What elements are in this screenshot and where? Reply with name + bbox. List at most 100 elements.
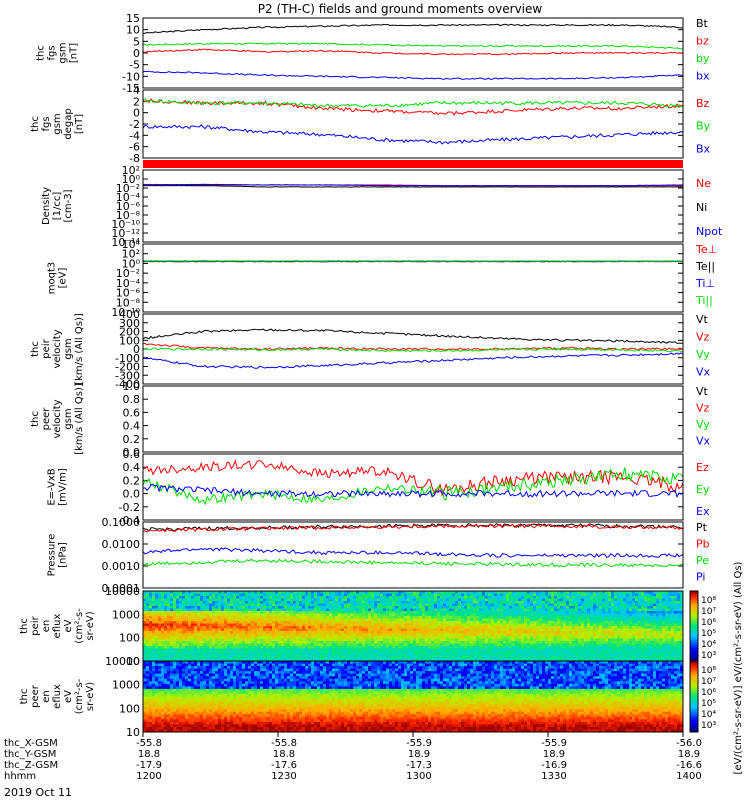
spectrogram-cell [584,611,588,614]
spectrogram-cell [188,653,192,657]
spectrogram-cell [383,643,387,647]
spectrogram-cell [185,641,189,644]
spectrogram-cell [614,598,618,602]
spectrogram-cell [347,618,351,622]
spectrogram-cell [182,651,186,654]
spectrogram-cell [374,658,378,662]
spectrogram-cell [170,621,174,624]
spectrogram-cell [494,636,498,639]
spectrogram-cell [371,628,375,632]
y-axis-label-line: [nT] [69,43,80,63]
spectrogram-cell [236,606,240,609]
spectrogram-cell [176,601,180,604]
spectrogram-cell [287,613,291,617]
spectrogram-cell [602,598,606,602]
spectrogram-cell [185,651,189,654]
spectrogram-cell [332,658,336,662]
spectrogram-cell [401,641,405,644]
spectrogram-cell [221,606,225,609]
spectrogram-cell [158,591,162,594]
spectrogram-cell [638,613,642,617]
spectrogram-cell [521,646,525,649]
spectrogram-cell [509,653,513,657]
spectrogram-cell [314,616,318,619]
spectrogram-cell [143,656,147,659]
spectrogram-cell [443,623,447,627]
spectrogram-cell [449,611,453,614]
spectrogram-cell [464,603,468,607]
spectrogram-cell [332,591,336,594]
series-line-pe [142,558,684,568]
spectrogram-cell [527,596,531,599]
spectrogram-cell [263,643,267,647]
spectrogram-cell [374,628,378,632]
spectrogram-cell [308,636,312,639]
spectrogram-cell [365,638,369,642]
spectrogram-cell [362,633,366,637]
spectrogram-cell [503,598,507,602]
spectrogram-cell [257,658,261,662]
spectrogram-cell [311,598,315,602]
spectrogram-cell [506,596,510,599]
spectrogram-cell [485,633,489,637]
spectrogram-cell [440,628,444,632]
spectrogram-cell [545,606,549,609]
spectrogram-cell [410,616,414,619]
spectrogram-cell [521,628,525,632]
spectrogram-cell [275,591,279,594]
spectrogram-cell [239,623,243,627]
spectrogram-cell [305,628,309,632]
spectrogram-cell [170,603,174,607]
spectrogram-cell [218,638,222,642]
spectrogram-cell [173,626,177,629]
spectrogram-cell [515,601,519,604]
spectrogram-cell [560,638,564,642]
spectrogram-cell [641,656,645,659]
spectrogram-cell [245,593,249,597]
spectrogram-cell [461,598,465,602]
spectrogram-cell [203,613,207,617]
spectrogram-cell [197,626,201,629]
spectrogram-cell [245,611,249,614]
spectrogram-cell [566,621,570,624]
spectrogram-cell [413,591,417,594]
spectrogram-cell [347,648,351,652]
spectrogram-cell [470,638,474,642]
spectrogram-cell [143,618,147,622]
spectrogram-cell [194,618,198,622]
spectrogram-cell [329,646,333,649]
spectrogram-cell [266,611,270,614]
spectrogram-cell [404,596,408,599]
spectrogram-cell [527,591,531,594]
spectrogram-cell [176,638,180,642]
spectrogram-cell [434,593,438,597]
spectrogram-cell [539,613,543,617]
spectrogram-cell [221,591,225,594]
spectrogram-cell [152,618,156,622]
spectrogram-cell [494,591,498,594]
spectrogram-cell [545,613,549,617]
spectrogram-cell [632,643,636,647]
spectrogram-cell [167,658,171,662]
y-tick-label: 10⁻⁸ [116,296,141,309]
spectrogram-cell [533,598,537,602]
spectrogram-cell [257,598,261,602]
spectrogram-cell [254,613,258,617]
spectrogram-cell [401,651,405,654]
spectrogram-cell [257,591,261,594]
spectrogram-cell [260,641,264,644]
spectrogram-cell [230,648,234,652]
legend-label: Vz [696,402,710,415]
spectrogram-cell [644,651,648,654]
spectrogram-cell [509,623,513,627]
spectrogram-cell [611,633,615,637]
spectrogram-cell [494,616,498,619]
spectrogram-cell [560,618,564,622]
spectrogram-cell [146,656,150,659]
spectrogram-cell [413,633,417,637]
spectrogram-cell [461,638,465,642]
spectrogram-cell [608,651,612,654]
spectrogram-cell [596,648,600,652]
spectrogram-cell [290,653,294,657]
spectrogram-cell [545,591,549,594]
